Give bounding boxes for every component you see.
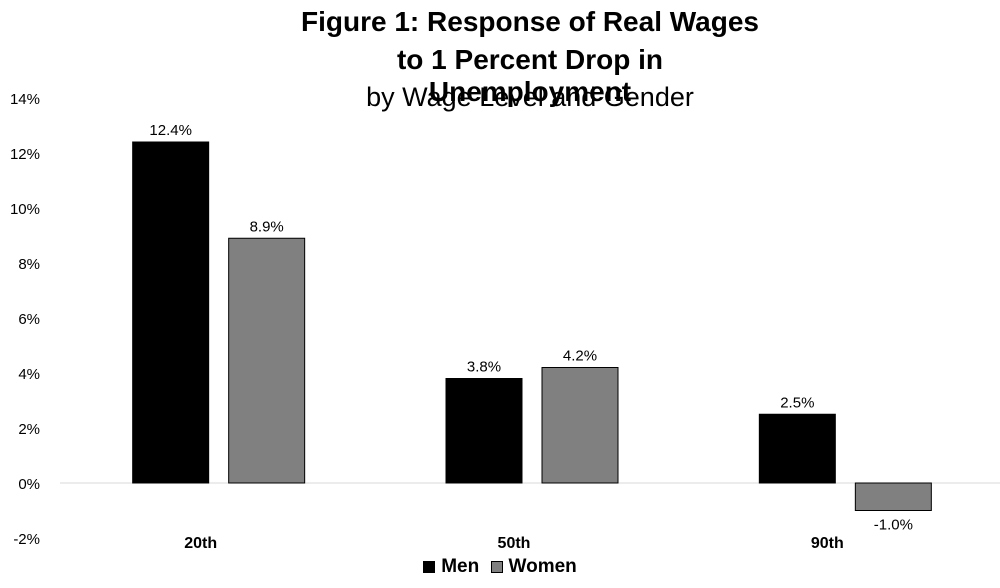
bar-men-20th bbox=[132, 141, 210, 484]
chart-title: Figure 1: Response of Real Wages bbox=[301, 6, 759, 37]
bar-women-50th bbox=[541, 367, 619, 484]
data-label-men-20th: 12.4% bbox=[149, 122, 192, 139]
y-tick-label: -2% bbox=[13, 531, 40, 548]
legend-label-women: Women bbox=[508, 556, 577, 577]
legend: Men Women bbox=[0, 556, 1000, 579]
y-tick-label: 0% bbox=[18, 476, 40, 493]
x-tick-label: 20th bbox=[184, 535, 217, 552]
data-label-men-50th: 3.8% bbox=[467, 359, 501, 376]
legend-swatch-women bbox=[490, 561, 503, 573]
x-tick-label: 50th bbox=[498, 535, 531, 552]
legend-swatch-men bbox=[423, 561, 436, 573]
y-tick-label: 2% bbox=[18, 421, 40, 438]
bar-men-90th bbox=[758, 413, 836, 484]
y-tick-label: 4% bbox=[18, 366, 40, 383]
y-tick-label: 8% bbox=[18, 256, 40, 273]
y-tick-label: 10% bbox=[10, 201, 40, 218]
chart-subtitle: by Wage Level and Gender bbox=[366, 82, 694, 112]
data-label-women-20th: 8.9% bbox=[250, 218, 284, 235]
legend-label-men: Men bbox=[441, 556, 480, 577]
bar-women-20th bbox=[228, 237, 306, 484]
data-label-men-90th: 2.5% bbox=[780, 394, 814, 411]
bar-men-50th bbox=[445, 378, 523, 484]
y-tick-label: 6% bbox=[18, 311, 40, 328]
legend-item-women: Women bbox=[490, 556, 577, 578]
bar-women-90th bbox=[854, 482, 932, 511]
legend-item-men: Men bbox=[423, 556, 479, 578]
data-label-women-90th: -1.0% bbox=[874, 517, 913, 534]
x-tick-label: 90th bbox=[811, 535, 844, 552]
y-tick-label: 12% bbox=[10, 146, 40, 163]
chart-title-line-2: to 1 Percent Drop in Unemployment bbox=[396, 44, 664, 107]
data-label-women-50th: 4.2% bbox=[563, 348, 597, 365]
y-tick-label: 14% bbox=[10, 91, 40, 108]
